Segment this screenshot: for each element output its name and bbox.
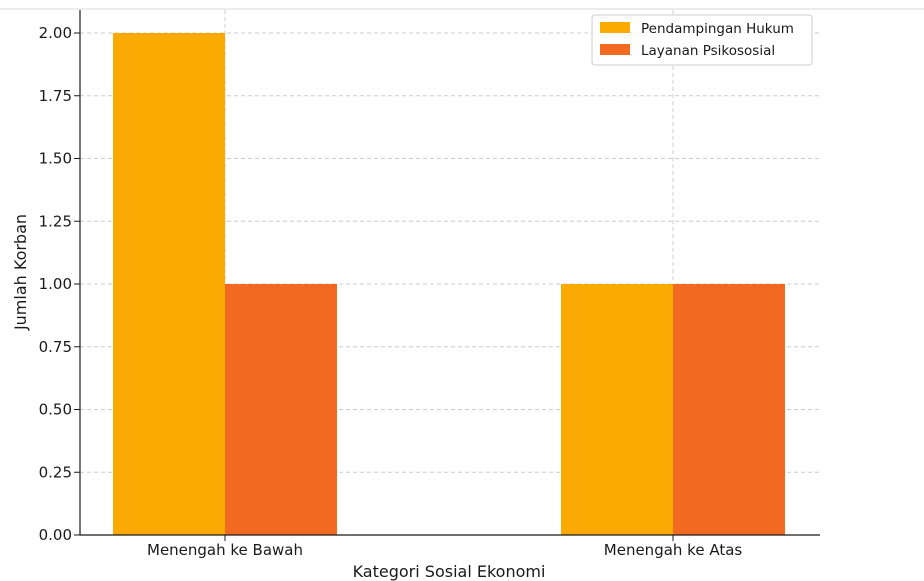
legend-label-pendampingan-hukum: Pendampingan Hukum [641,21,794,37]
legend-swatch-pendampingan-hukum [600,22,630,33]
axes [79,10,820,536]
y-tick-label: 1.50 [39,150,72,168]
y-tick-label: 1.00 [39,275,72,293]
y-tick-label: 2.00 [39,24,72,42]
y-ticks: 0.00 0.25 0.50 0.75 1.00 1.25 1.50 1.75 2.00 [39,24,80,544]
x-ticks: Menengah ke Bawah Menengah ke Atas [147,535,742,559]
legend-swatch-layanan-psikososial [600,44,630,55]
bars [113,33,785,535]
legend-box [591,14,813,66]
bar-layanan-psikososial [225,284,337,535]
y-tick-label: 0.50 [39,401,72,419]
bar-pendampingan-hukum [113,33,225,535]
legend: Pendampingan Hukum Layanan Psikososial [591,14,813,66]
x-tick-label: Menengah ke Bawah [147,541,303,559]
y-tick-label: 1.25 [39,212,72,230]
bar-pendampingan-hukum [561,284,673,535]
y-tick-label: 0.75 [39,338,72,356]
bar-layanan-psikososial [673,284,785,535]
y-tick-label: 0.00 [39,526,72,544]
y-tick-label: 0.25 [39,463,72,481]
y-tick-label: 1.75 [39,87,72,105]
legend-label-layanan-psikososial: Layanan Psikososial [641,43,775,59]
x-tick-label: Menengah ke Atas [604,541,743,559]
x-axis-title: Kategori Sosial Ekonomi [353,562,546,581]
y-axis-title: Jumlah Korban [11,214,30,331]
